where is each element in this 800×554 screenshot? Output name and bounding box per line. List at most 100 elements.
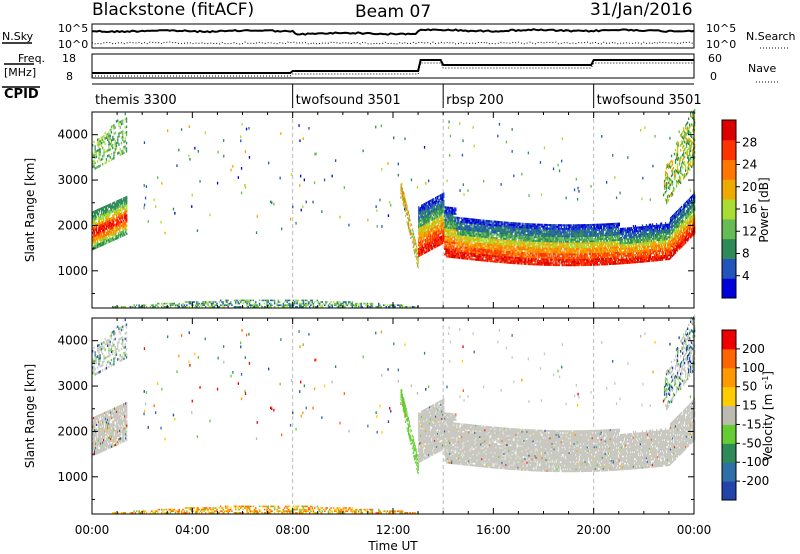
data-cell xyxy=(414,306,416,308)
data-cell xyxy=(576,260,578,263)
data-cell xyxy=(473,249,475,252)
data-cell xyxy=(111,219,113,222)
data-cell xyxy=(445,253,447,256)
data-cell xyxy=(540,252,542,255)
data-cell xyxy=(520,253,522,256)
data-cell xyxy=(472,243,474,246)
data-cell xyxy=(448,248,450,251)
data-cell xyxy=(443,234,445,237)
data-cell xyxy=(435,238,437,241)
data-cell xyxy=(256,306,258,308)
data-cell xyxy=(422,236,424,239)
data-cell xyxy=(514,247,516,250)
data-cell xyxy=(543,252,545,255)
data-cell xyxy=(519,260,521,263)
data-cell xyxy=(513,245,515,248)
data-cell xyxy=(526,226,528,229)
data-cell xyxy=(456,222,458,225)
data-cell xyxy=(506,238,508,240)
data-cell xyxy=(574,235,576,238)
data-cell xyxy=(120,215,122,218)
data-cell xyxy=(524,241,526,244)
data-cell xyxy=(492,244,494,247)
data-cell xyxy=(398,304,400,306)
data-cell xyxy=(517,222,519,225)
data-cell xyxy=(508,261,510,264)
data-cell xyxy=(480,233,482,236)
data-cell xyxy=(578,236,580,239)
data-cell xyxy=(431,235,433,238)
data-cell xyxy=(439,241,441,244)
data-cell xyxy=(549,247,551,250)
data-cell xyxy=(416,247,418,250)
data-cell xyxy=(495,238,497,241)
data-cell xyxy=(525,235,527,238)
data-cell xyxy=(566,229,568,232)
data-cell xyxy=(97,213,99,216)
data-cell xyxy=(106,233,108,236)
data-cell xyxy=(502,252,504,255)
data-cell xyxy=(515,240,517,243)
data-cell xyxy=(555,245,557,248)
data-cell xyxy=(502,259,504,262)
data-cell xyxy=(483,246,485,249)
data-cell xyxy=(491,238,493,241)
data-cell xyxy=(561,255,563,258)
data-cell xyxy=(99,220,101,223)
data-cell xyxy=(480,255,482,258)
data-cell xyxy=(163,302,165,305)
data-cell xyxy=(303,178,305,182)
data-cell xyxy=(94,220,96,223)
data-cell xyxy=(447,206,449,209)
data-cell xyxy=(101,207,103,210)
data-cell xyxy=(458,235,460,238)
data-cell xyxy=(424,228,426,231)
data-cell xyxy=(287,299,290,302)
data-cell xyxy=(255,302,257,305)
data-cell xyxy=(370,304,372,306)
data-cell xyxy=(480,250,482,253)
data-cell xyxy=(435,211,437,214)
data-cell xyxy=(564,255,566,258)
data-cell xyxy=(501,246,503,249)
data-cell xyxy=(476,240,478,243)
data-cell xyxy=(92,213,94,216)
data-cell xyxy=(513,238,515,241)
data-cell xyxy=(496,255,498,258)
data-cell xyxy=(471,241,473,244)
data-cell xyxy=(405,200,406,203)
data-cell xyxy=(571,235,573,238)
data-cell xyxy=(500,226,502,229)
data-cell xyxy=(459,227,461,230)
data-cell xyxy=(112,235,114,238)
data-cell xyxy=(550,247,552,250)
data-cell xyxy=(420,234,422,237)
data-cell xyxy=(526,237,528,240)
data-cell xyxy=(566,247,568,250)
data-cell xyxy=(420,212,422,215)
data-cell xyxy=(126,195,128,199)
data-cell xyxy=(553,231,555,234)
data-cell xyxy=(579,244,581,247)
data-cell xyxy=(531,259,533,262)
data-cell xyxy=(276,302,278,305)
data-cell xyxy=(418,253,420,256)
data-cell xyxy=(430,228,432,231)
data-cell xyxy=(108,220,110,223)
data-cell xyxy=(552,238,554,241)
data-cell xyxy=(502,234,504,236)
data-cell xyxy=(253,306,256,308)
data-cell xyxy=(213,304,216,306)
data-cell xyxy=(479,259,481,262)
data-cell xyxy=(562,258,564,261)
data-cell xyxy=(472,258,474,261)
data-cell xyxy=(520,259,522,261)
data-cell xyxy=(535,248,537,251)
data-cell xyxy=(579,260,581,263)
data-cell xyxy=(450,234,452,237)
data-cell xyxy=(543,242,545,244)
data-cell xyxy=(413,245,415,248)
data-cell xyxy=(108,143,110,146)
data-cell xyxy=(460,244,462,247)
data-cell xyxy=(504,234,506,237)
